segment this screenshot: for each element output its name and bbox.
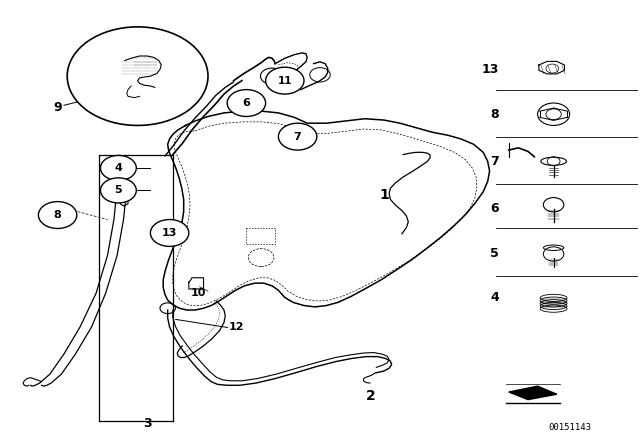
Text: 5: 5	[490, 246, 499, 260]
Circle shape	[100, 178, 136, 203]
Text: 4: 4	[490, 291, 499, 305]
Text: 9: 9	[53, 101, 62, 114]
Circle shape	[266, 67, 304, 94]
Text: 7: 7	[294, 132, 301, 142]
Text: 3: 3	[143, 417, 152, 430]
Text: 1: 1	[379, 188, 389, 202]
Text: 7: 7	[490, 155, 499, 168]
Circle shape	[38, 202, 77, 228]
Circle shape	[227, 90, 266, 116]
Circle shape	[150, 220, 189, 246]
Circle shape	[67, 27, 208, 125]
Text: 10: 10	[191, 289, 206, 298]
Circle shape	[278, 123, 317, 150]
Text: 6: 6	[243, 98, 250, 108]
Text: 12: 12	[229, 322, 244, 332]
Text: 11: 11	[278, 76, 292, 86]
Text: 6: 6	[491, 202, 499, 215]
Text: 8: 8	[54, 210, 61, 220]
Text: 00151143: 00151143	[548, 423, 591, 432]
Text: 5: 5	[115, 185, 122, 195]
Polygon shape	[509, 386, 557, 400]
Circle shape	[100, 155, 136, 181]
Text: 8: 8	[491, 108, 499, 121]
Text: 2: 2	[366, 389, 376, 404]
Text: 4: 4	[115, 163, 122, 173]
Text: 13: 13	[482, 63, 499, 76]
Text: 13: 13	[162, 228, 177, 238]
